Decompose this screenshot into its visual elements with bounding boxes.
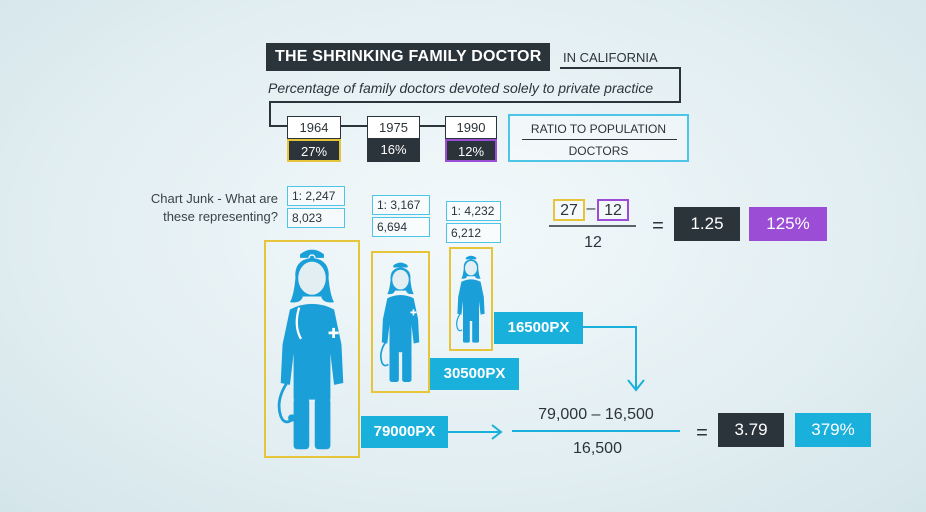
area-label-1990: 16500PX [494,312,583,344]
page-title: THE SHRINKING FAMILY DOCTOR [266,43,551,71]
pct-1975: 16% [367,139,420,162]
formula1-equals: = [652,215,664,237]
doctor-icon [277,249,344,450]
year-1975: 1975 [367,116,420,139]
year-1964: 1964 [287,116,341,139]
doctors-1990: 6,212 [446,223,501,243]
formula1-percent: 125% [749,207,827,241]
ratio-legend-divider [522,139,677,140]
subtitle: Percentage of family doctors devoted sol… [268,80,654,96]
formula2-percent: 379% [795,413,871,447]
ratio-legend: RATIO TO POPULATION DOCTORS [508,114,689,162]
formula1-result: 1.25 [674,207,740,241]
figure-frame-1975 [371,251,430,393]
formula2-result: 3.79 [718,413,784,447]
formula2-denominator: 16,500 [573,440,622,457]
doctor-icon [380,262,420,382]
chart-junk-question: Chart Junk - What are these representing… [150,191,278,224]
ratio-1964: 1: 2,247 [287,186,345,206]
pct-1964: 27% [287,139,341,162]
title-suffix: IN CALIFORNIA [563,50,658,65]
formula2-equals: = [696,422,708,444]
figure-frame-1990 [449,247,493,351]
ratio-1975: 1: 3,167 [372,195,430,215]
ratio-1990: 1: 4,232 [446,201,501,221]
year-1990: 1990 [445,116,497,139]
formula1-minus: – [586,200,596,217]
figure-frame-1964 [264,240,360,458]
pct-1990: 12% [445,139,497,162]
formula1-term-b: 12 [597,199,629,221]
area-label-1964: 79000PX [361,416,448,448]
area-label-1975: 30500PX [430,358,519,390]
doctors-1964: 8,023 [287,208,345,228]
formula2-numerator: 79,000 – 16,500 [538,406,654,423]
ratio-legend-line2: DOCTORS [568,144,629,158]
ratio-legend-line1: RATIO TO POPULATION [530,122,667,136]
doctor-icon [456,255,485,343]
doctors-1975: 6,694 [372,217,430,237]
formula1-denominator: 12 [584,234,602,251]
formula1-term-a: 27 [553,199,585,221]
